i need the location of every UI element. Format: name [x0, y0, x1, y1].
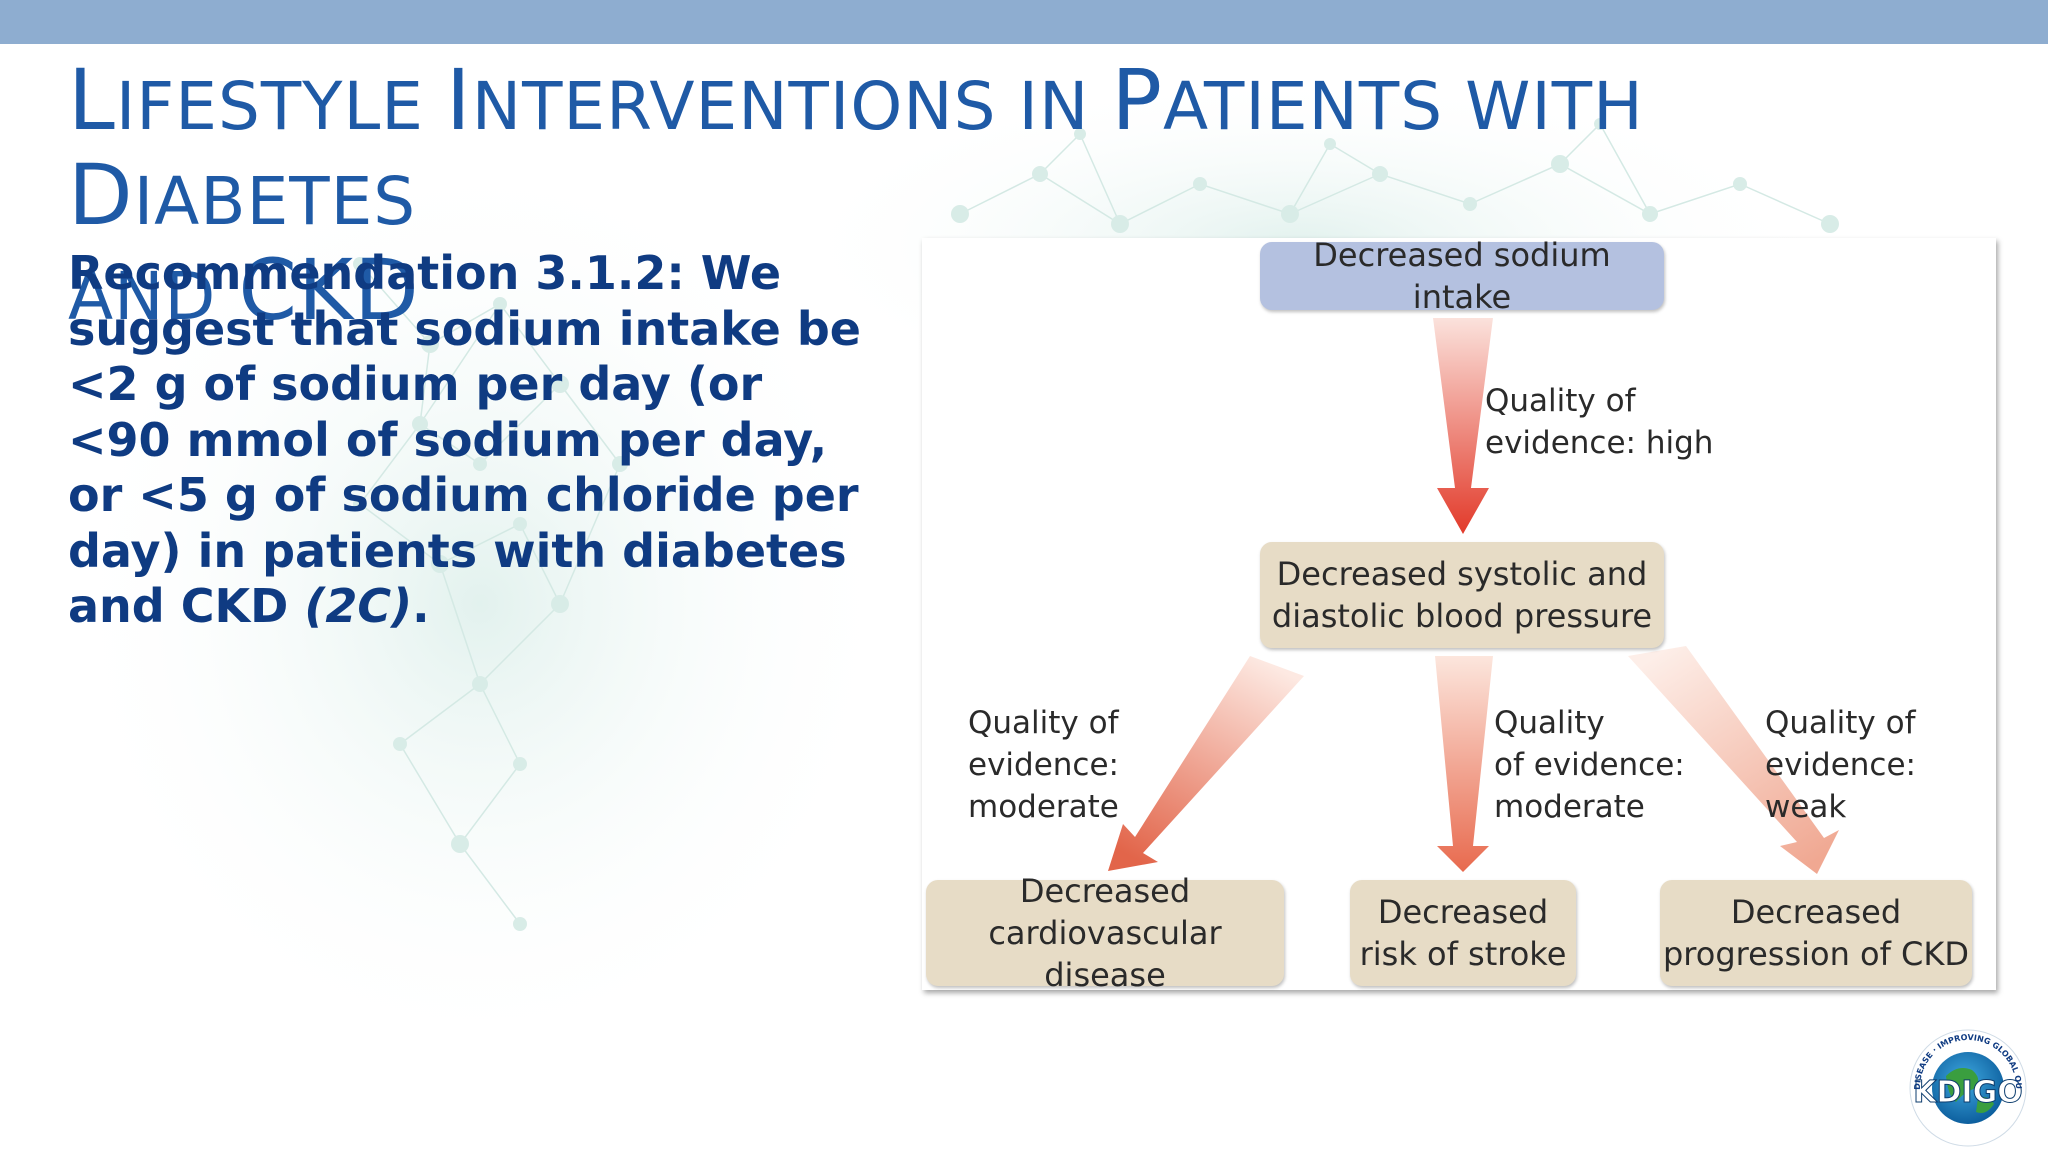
label-evidence-left: Quality of evidence: moderate — [968, 705, 1119, 825]
box-decreased-blood-pressure: Decreased systolic and diastolic blood p… — [1260, 542, 1664, 648]
label-evidence-center: Quality of evidence: moderate — [1494, 705, 1685, 825]
evidence-flow-diagram: Decreased sodium intake Quality of evide… — [922, 236, 1996, 994]
evidence-grade: (2C) — [304, 579, 413, 633]
arrow-high — [1433, 318, 1493, 534]
box-cardiovascular: Decreased cardiovascular disease — [926, 872, 1284, 994]
label-evidence-right: Quality of evidence: weak — [1765, 705, 1916, 825]
diagram-arrows — [1108, 318, 1839, 874]
box-ckd-progression: Decreased progression of CKD — [1660, 880, 1972, 986]
recommendation-text: Recommendation 3.1.2: We suggest that so… — [68, 246, 861, 633]
box-decreased-sodium: Decreased sodium intake — [1260, 236, 1664, 316]
svg-text:KDIGO: KDIGO — [1913, 1075, 2022, 1110]
box-stroke: Decreased risk of stroke — [1350, 880, 1576, 986]
header-band — [0, 0, 2048, 44]
arrow-center — [1435, 656, 1493, 872]
arrow-right — [1628, 646, 1839, 874]
arrow-left — [1108, 656, 1304, 871]
slide-title: LIFESTYLE INTERVENTIONS IN PATIENTS WITH… — [68, 51, 1644, 339]
label-evidence-high: Quality of evidence: high — [1485, 383, 1714, 461]
kdigo-logo: KDIGO KIDNEY DISEASE · IMPROVING GLOBAL … — [1906, 1026, 2027, 1147]
